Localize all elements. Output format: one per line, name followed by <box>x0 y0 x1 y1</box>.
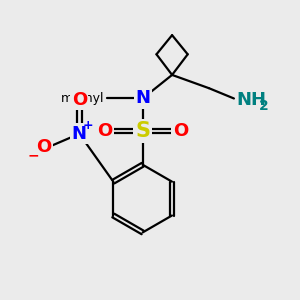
Text: N: N <box>135 89 150 107</box>
Text: methyl: methyl <box>61 92 104 105</box>
Text: O: O <box>36 138 52 156</box>
Text: NH: NH <box>237 91 267 109</box>
Text: S: S <box>135 121 150 141</box>
Text: −: − <box>27 148 39 162</box>
Text: N: N <box>72 125 87 143</box>
Text: 2: 2 <box>259 99 269 113</box>
Text: O: O <box>72 91 87 109</box>
Text: +: + <box>82 119 93 132</box>
Text: O: O <box>173 122 188 140</box>
Text: O: O <box>97 122 112 140</box>
